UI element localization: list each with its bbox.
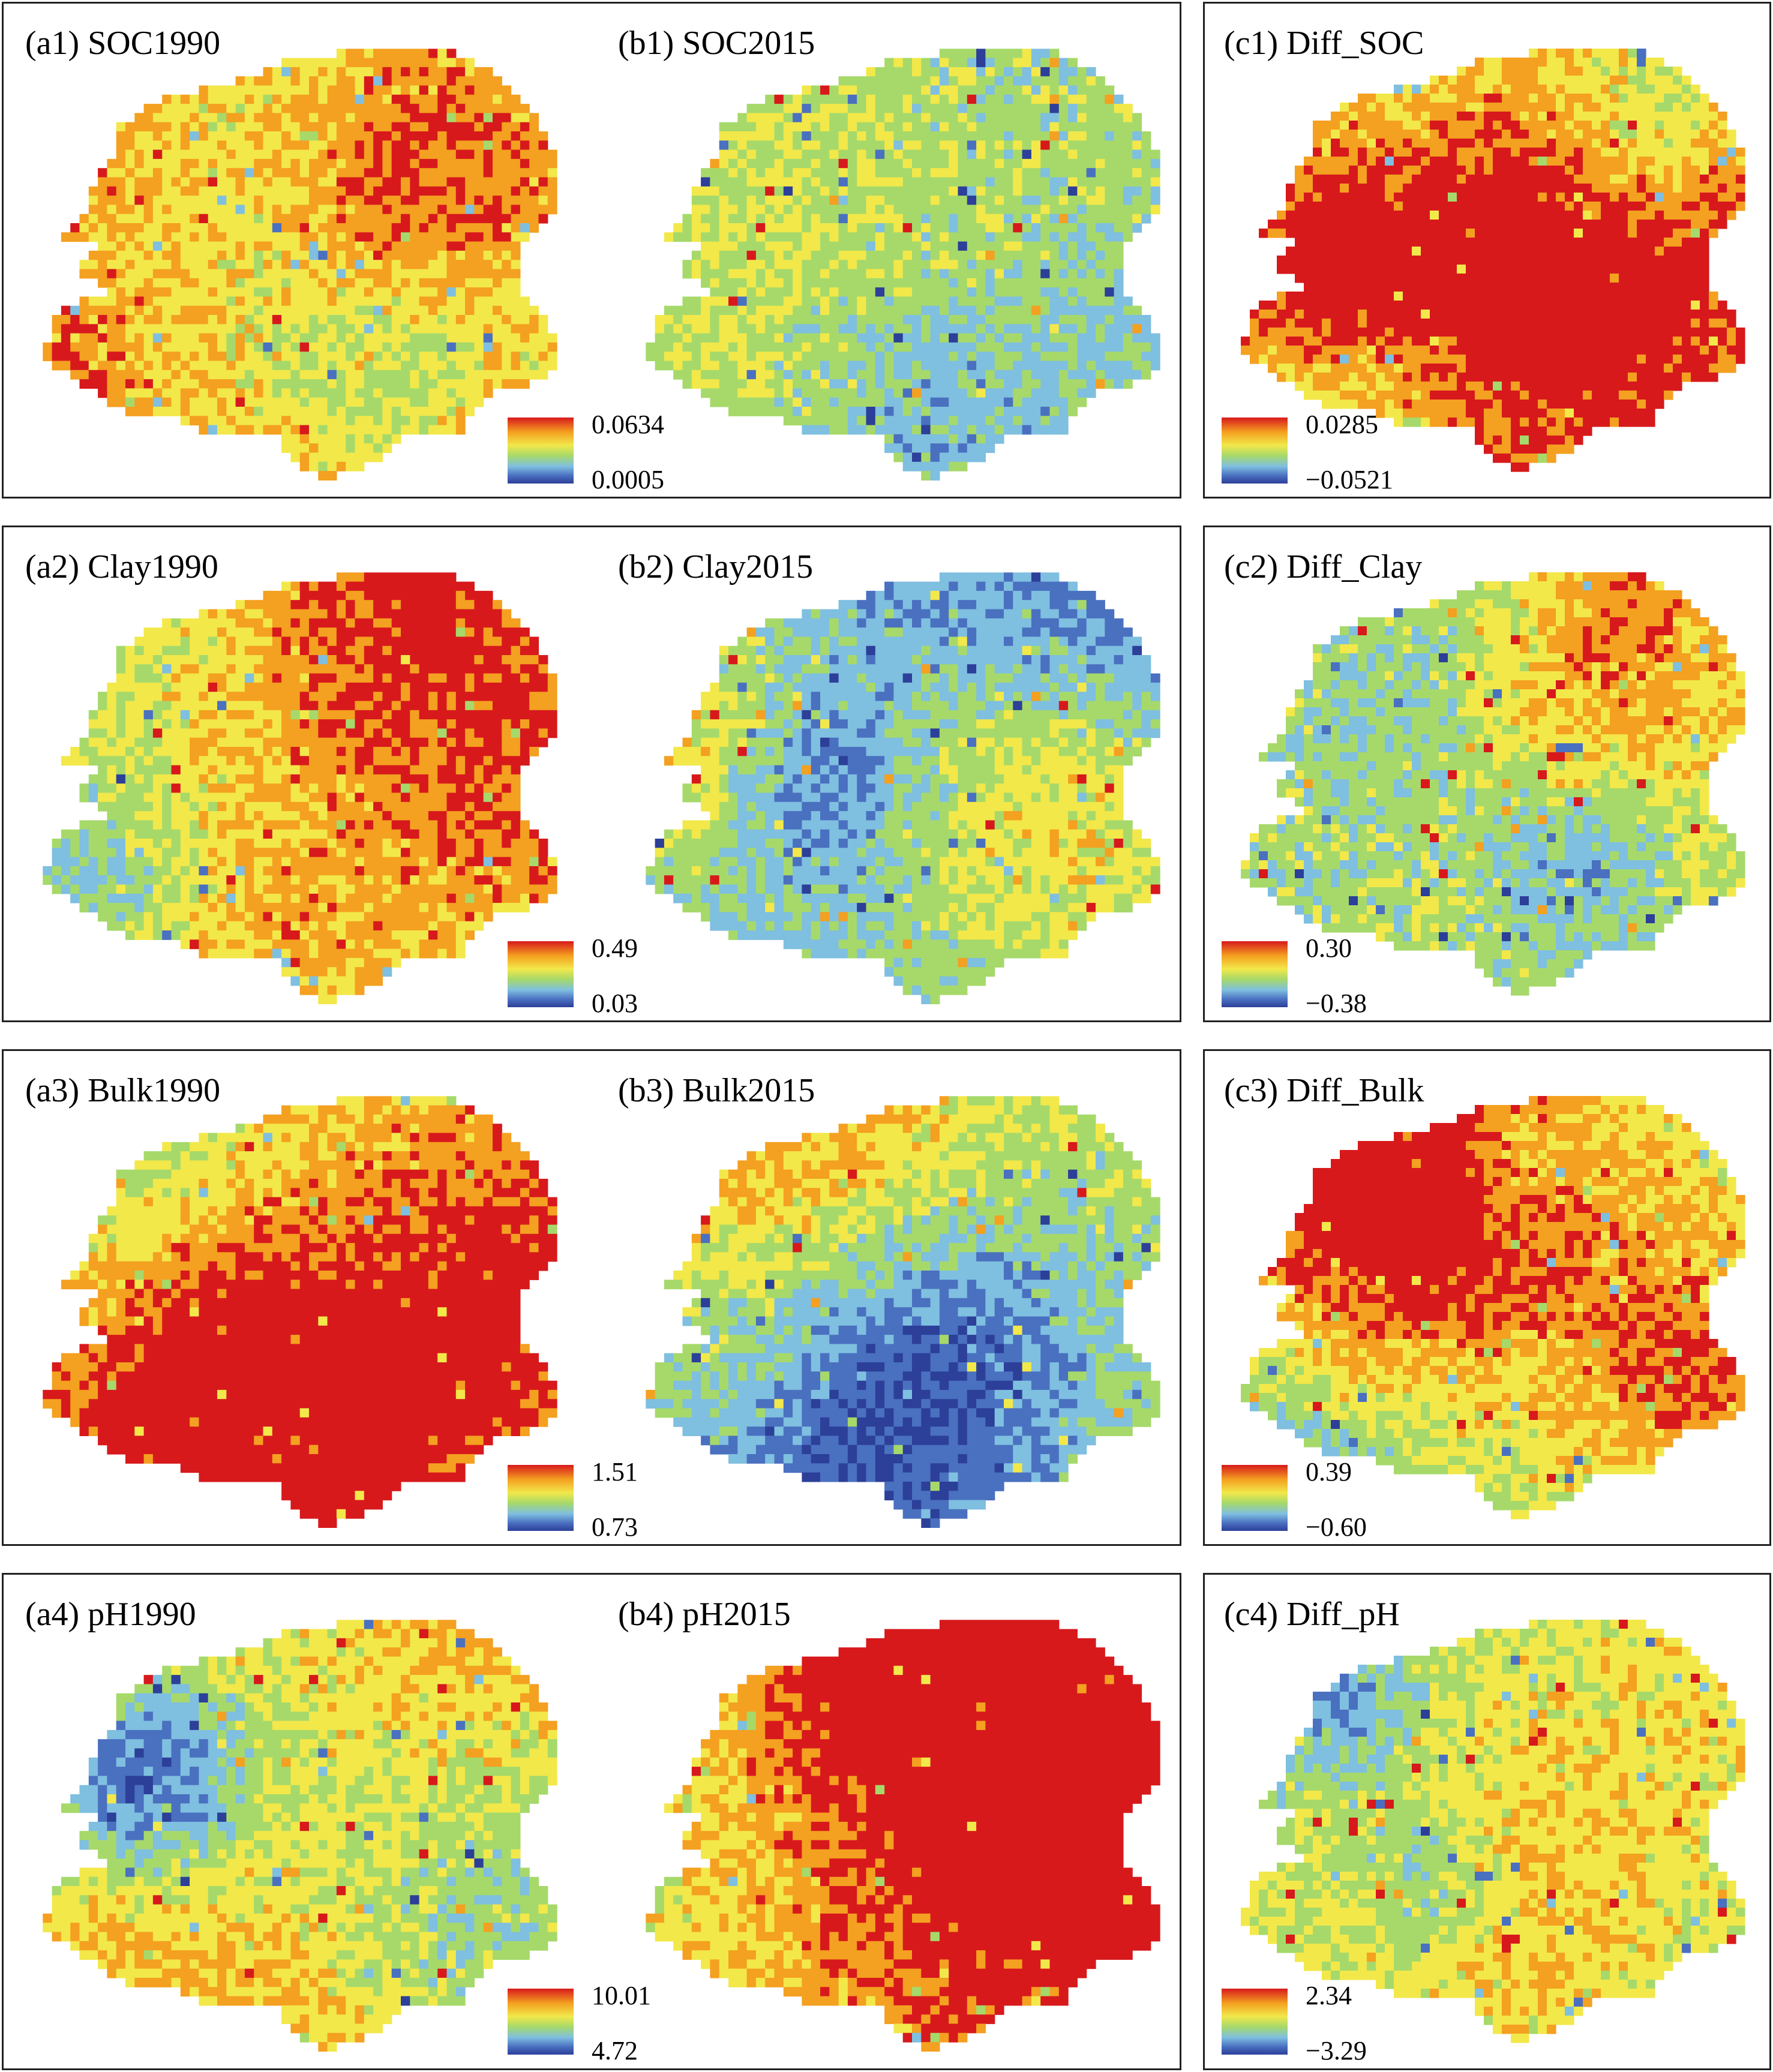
legend-max-value: 0.0285 [1306,412,1378,438]
panel-diff-row-3: (c3) Diff_Bulk 0.39 −0.60 [1203,1049,1771,1546]
legend-max-value: 2.34 [1306,1983,1352,2009]
map-title-b3: (b3) Bulk2015 [618,1074,815,1107]
legend-diff-row-1: 0.0285 −0.0521 [1222,412,1498,496]
legend-min-value: 0.03 [592,990,638,1017]
map-title-c1: (c1) Diff_SOC [1224,26,1424,60]
legend-color-ramp [508,941,574,1007]
legend-min-value: 0.0005 [592,467,664,493]
panel-diff-row-2: (c2) Diff_Clay 0.30 −0.38 [1203,525,1771,1022]
map-canvas-c3 [1241,1096,1745,1520]
map-canvas-a1 [43,49,557,481]
legend-row-2: 0.49 0.03 [508,935,784,1019]
map-canvas-a4 [43,1620,557,2052]
legend-color-ramp [1222,418,1288,484]
legend-color-ramp [1222,1989,1288,2055]
legend-max-value: 10.01 [592,1983,651,2009]
legend-max-value: 0.39 [1306,1459,1352,1485]
legend-min-value: 4.72 [592,2038,638,2064]
legend-min-value: −0.60 [1306,1514,1367,1541]
panel-row-1: (a1) SOC1990 (b1) SOC2015 0.0634 0.0005 [2,2,1181,499]
legend-min-value: 0.73 [592,1514,638,1541]
map-title-b2: (b2) Clay2015 [618,550,813,584]
legend-diff-row-4: 2.34 −3.29 [1222,1983,1498,2067]
panel-row-4: (a4) pH1990 (b4) pH2015 10.01 4.72 [2,1573,1181,2070]
map-canvas-c4 [1241,1620,1745,2043]
legend-max-value: 0.0634 [592,412,664,438]
legend-color-ramp [508,418,574,484]
map-title-c4: (c4) Diff_pH [1224,1597,1400,1631]
map-canvas-c2 [1241,572,1745,996]
legend-color-ramp [508,1465,574,1531]
legend-row-3: 1.51 0.73 [508,1459,784,1543]
map-title-b4: (b4) pH2015 [618,1597,791,1631]
panel-diff-row-4: (c4) Diff_pH 2.34 −3.29 [1203,1573,1771,2070]
map-canvas-b2 [646,572,1160,1004]
panel-diff-row-1: (c1) Diff_SOC 0.0285 −0.0521 [1203,2,1771,499]
legend-max-value: 0.49 [592,935,638,962]
map-title-c3: (c3) Diff_Bulk [1224,1074,1424,1107]
map-title-a2: (a2) Clay1990 [25,550,218,584]
legend-color-ramp [1222,1465,1288,1531]
legend-color-ramp [1222,941,1288,1007]
map-title-a3: (a3) Bulk1990 [25,1074,220,1107]
map-title-c2: (c2) Diff_Clay [1224,550,1422,584]
legend-min-value: −0.0521 [1306,467,1393,493]
legend-min-value: −3.29 [1306,2038,1367,2064]
map-canvas-a2 [43,572,557,1004]
legend-min-value: −0.38 [1306,990,1367,1017]
panel-row-3: (a3) Bulk1990 (b3) Bulk2015 1.51 0.73 [2,1049,1181,1546]
map-canvas-b3 [646,1096,1160,1528]
map-title-b1: (b1) SOC2015 [618,26,815,60]
legend-row-4: 10.01 4.72 [508,1983,784,2067]
map-canvas-b1 [646,49,1160,481]
legend-max-value: 0.30 [1306,935,1352,962]
map-title-a1: (a1) SOC1990 [25,26,220,60]
panel-row-2: (a2) Clay1990 (b2) Clay2015 0.49 0.03 [2,525,1181,1022]
map-canvas-c1 [1241,49,1745,472]
map-title-a4: (a4) pH1990 [25,1597,196,1631]
map-canvas-b4 [646,1620,1160,2052]
legend-diff-row-2: 0.30 −0.38 [1222,935,1498,1019]
legend-row-1: 0.0634 0.0005 [508,412,784,496]
legend-color-ramp [508,1989,574,2055]
map-canvas-a3 [43,1096,557,1528]
legend-diff-row-3: 0.39 −0.60 [1222,1459,1498,1543]
legend-max-value: 1.51 [592,1459,638,1485]
